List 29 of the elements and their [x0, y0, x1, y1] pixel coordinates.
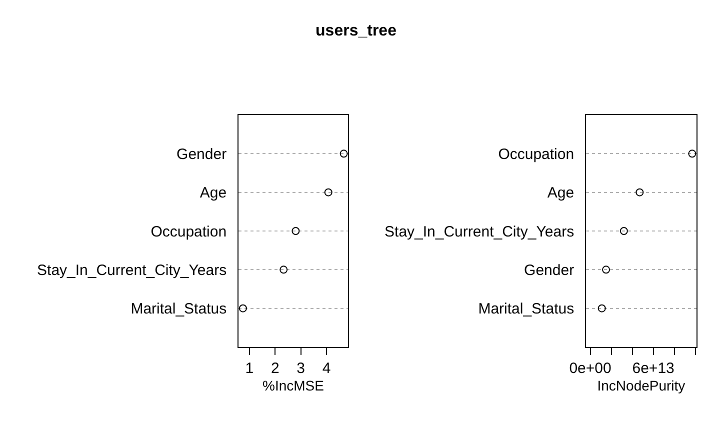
point: [324, 188, 332, 196]
y-tick-label: Marital_Status: [478, 300, 574, 318]
point: [340, 150, 348, 158]
y-tick-label: Age: [200, 184, 227, 202]
point: [280, 266, 288, 274]
point: [602, 266, 610, 274]
y-tick-label: Gender: [524, 262, 574, 279]
x-tick-label: 4: [322, 360, 331, 377]
y-tick-label: Occupation: [150, 223, 227, 240]
y-tick-label: Stay_In_Current_City_Years: [384, 223, 574, 240]
point: [238, 304, 247, 312]
y-tick-label: Occupation: [498, 146, 574, 163]
point: [598, 304, 606, 312]
y-tick-label: Age: [547, 184, 574, 202]
x-tick-label: 0e+00: [569, 360, 612, 377]
x-tick-label: 3: [296, 360, 305, 377]
y-tick-label: Marital_Status: [130, 300, 227, 318]
point: [620, 227, 628, 235]
point: [688, 150, 696, 158]
x-axis-title: IncNodePurity: [597, 377, 686, 394]
x-tick-label: 6e+13: [632, 360, 674, 377]
point: [292, 227, 300, 235]
point: [636, 188, 644, 196]
y-tick-label: Stay_In_Current_City_Years: [37, 262, 227, 279]
x-tick-label: 2: [270, 360, 280, 377]
y-tick-label: Gender: [176, 146, 227, 163]
chart-title: users_tree: [316, 22, 397, 40]
x-tick-label: 1: [245, 360, 254, 377]
x-axis-title: %IncMSE: [262, 377, 324, 394]
